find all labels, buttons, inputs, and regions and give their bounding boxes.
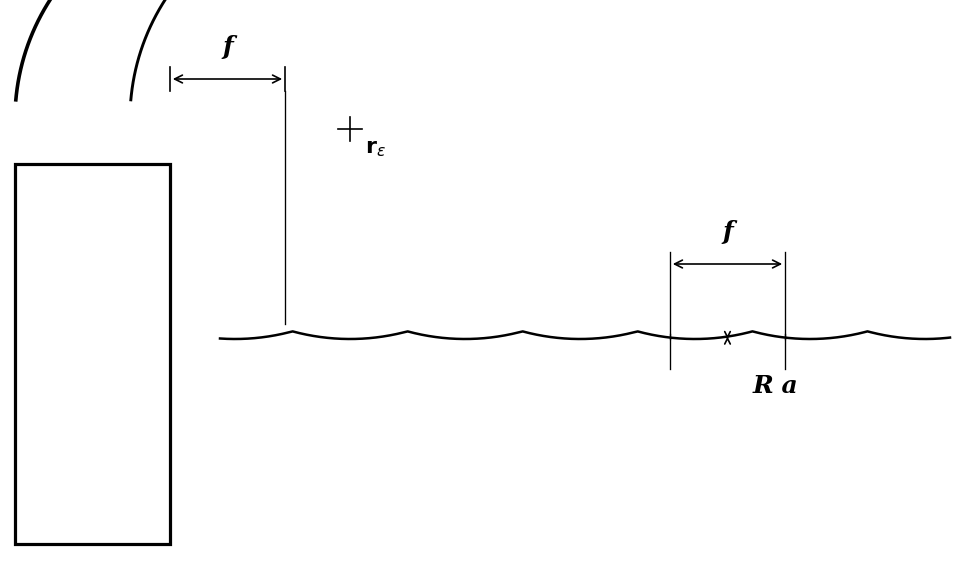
Bar: [15, 164, 170, 544]
Text: $\mathbf{r}_\varepsilon$: $\mathbf{r}_\varepsilon$: [365, 137, 386, 159]
Text: R a: R a: [752, 374, 798, 398]
Text: f: f: [222, 35, 233, 59]
Text: f: f: [722, 220, 733, 244]
